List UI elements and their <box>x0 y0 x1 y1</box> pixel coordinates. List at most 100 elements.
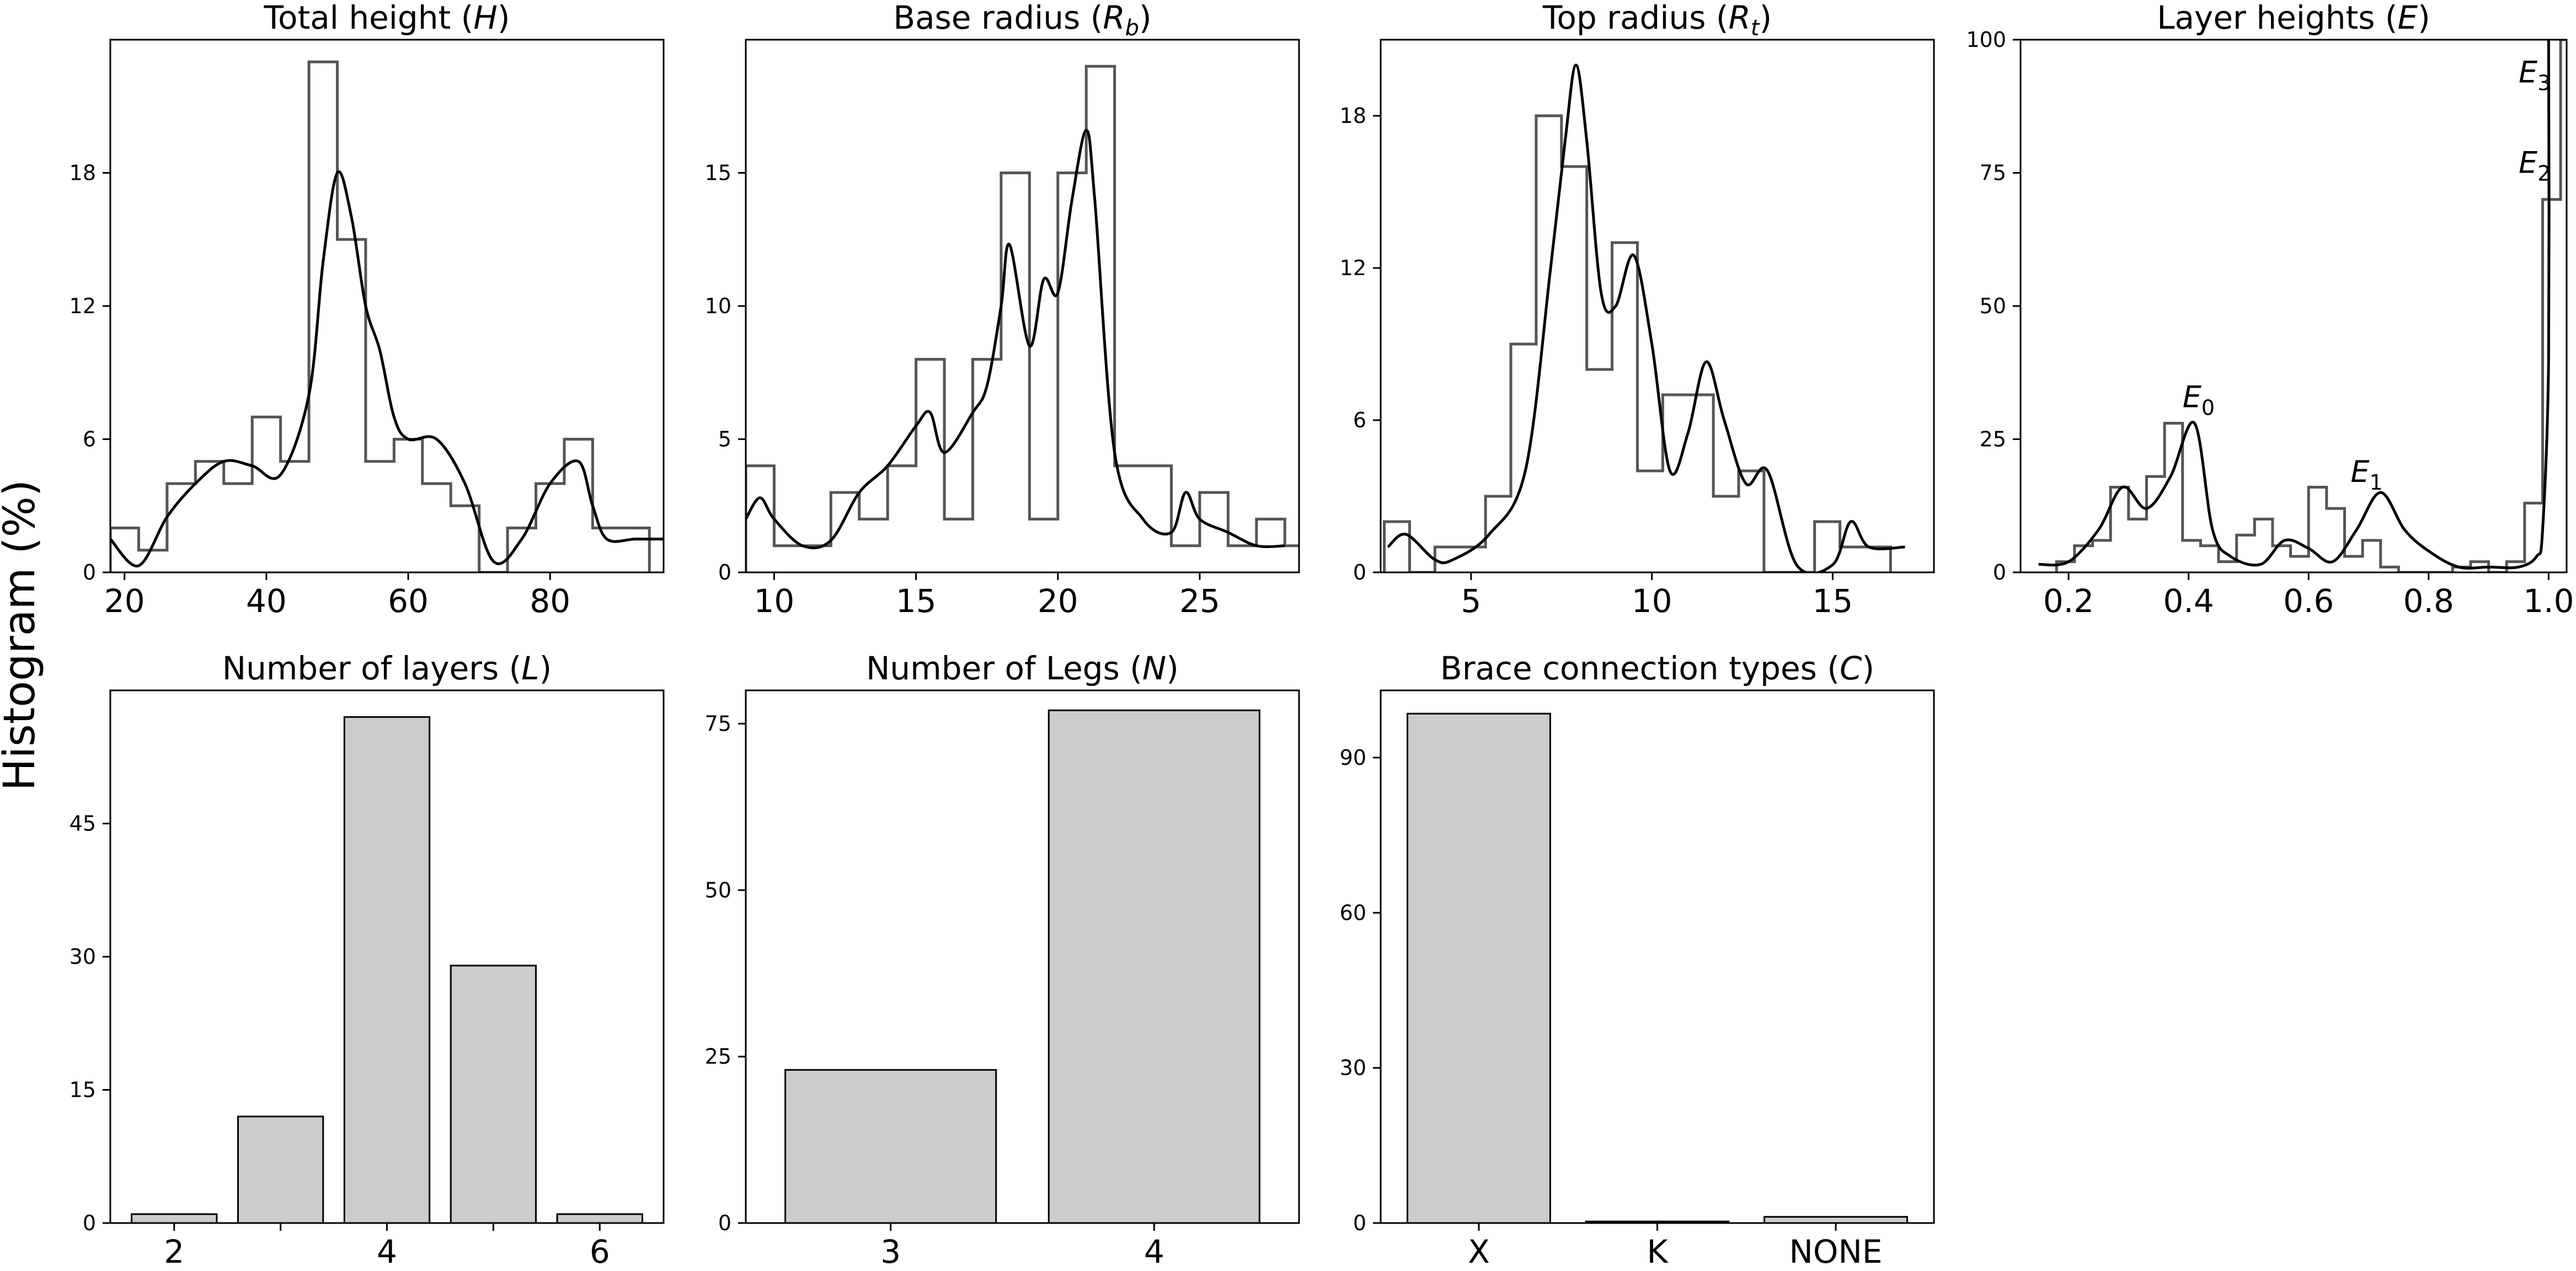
chart-title-symbol: H <box>473 0 498 36</box>
y-tick-label: 75 <box>705 711 731 736</box>
chart-title-symbol: C <box>1840 650 1862 687</box>
bar-5 <box>450 964 537 1223</box>
y-tick-label: 10 <box>705 294 731 318</box>
histogram-steps <box>1383 114 1892 572</box>
y-tick-label: 50 <box>1980 294 2006 318</box>
y-tick-label: 60 <box>1340 900 1366 925</box>
y-tick-label: 75 <box>1980 161 2006 185</box>
x-tick-label: 1.0 <box>2523 582 2574 620</box>
plot-area <box>131 716 643 1223</box>
x-tick-label: 4 <box>377 1233 397 1270</box>
y-tick-label: 18 <box>1340 104 1366 128</box>
chart-base-radius: 10 15 20 25 0 5 10 15 Base radius (Rb) <box>705 0 1300 620</box>
x-tick-label: NONE <box>1789 1233 1883 1270</box>
y-tick-label: 30 <box>1340 1056 1366 1080</box>
y-tick-label: 100 <box>1966 28 2006 52</box>
chart-title-text: Number of layers ( <box>222 650 522 687</box>
axes-frame <box>2019 39 2568 573</box>
plot-area <box>2038 40 2567 572</box>
plot-area <box>746 65 1299 572</box>
axes-frame <box>109 689 665 1224</box>
chart-title-symbol: E <box>2398 0 2418 36</box>
y-tick-label: 90 <box>1340 746 1366 770</box>
annotation-symbol: E <box>2183 380 2202 415</box>
x-tick-label: 0.6 <box>2283 582 2334 620</box>
histogram-steps <box>2055 40 2567 572</box>
y-tick-label: 12 <box>70 294 96 318</box>
y-tick-label: 18 <box>70 161 96 185</box>
chart-title-text: Top radius ( <box>1542 0 1729 36</box>
chart-title-end: ) <box>1166 650 1179 687</box>
annotation-E3: E3 <box>2519 55 2551 95</box>
kde-curve <box>1387 63 1905 572</box>
bar-3 <box>237 1116 324 1223</box>
chart-title: Top radius (Rt) <box>1542 0 1772 41</box>
chart-num-layers: 2 4 6 0 15 30 45 Number of layers (L) <box>70 650 665 1270</box>
plot-area <box>1407 712 1908 1223</box>
chart-title-text: Layer heights ( <box>2157 0 2397 36</box>
x-tick-label: 15 <box>896 582 937 620</box>
x-tick-label: 40 <box>246 582 287 620</box>
y-tick-label: 0 <box>718 1211 731 1235</box>
axes-frame <box>745 39 1300 573</box>
y-tick-label: 45 <box>70 812 96 836</box>
chart-total-height: 20 40 60 80 0 6 12 18 Total height (H) <box>70 0 665 620</box>
annotation-subscript: 3 <box>2537 71 2551 95</box>
chart-title-end: ) <box>498 0 510 36</box>
chart-title: Total height (H) <box>263 0 510 36</box>
histogram-steps <box>746 65 1299 572</box>
x-tick-label: 10 <box>754 582 795 620</box>
y-tick-label: 30 <box>70 945 96 969</box>
annotation-E1: E1 <box>2350 454 2382 495</box>
y-tick-label: 5 <box>718 427 731 452</box>
annotation-E0: E0 <box>2183 380 2215 420</box>
x-tick-label: 2 <box>164 1233 184 1270</box>
y-tick-label: 0 <box>1993 560 2006 584</box>
plot-area <box>784 709 1260 1223</box>
chart-title-symbol: R <box>1729 0 1751 36</box>
y-tick-label: 12 <box>1340 256 1366 280</box>
y-tick-label: 0 <box>83 560 96 584</box>
bar-6 <box>556 1213 643 1223</box>
y-tick-label: 6 <box>83 427 96 452</box>
annotation-symbol: E <box>2519 146 2538 180</box>
chart-title-symbol: R <box>1103 0 1125 36</box>
chart-title: Brace connection types (C) <box>1440 650 1874 687</box>
y-tick-label: 0 <box>1353 560 1366 584</box>
plot-area <box>110 60 664 572</box>
chart-title-end: ) <box>1862 650 1874 687</box>
y-tick-label: 50 <box>705 878 731 902</box>
kde-curve <box>2038 40 2551 570</box>
x-tick-label: 15 <box>1813 582 1853 620</box>
x-tick-label: 0.2 <box>2043 582 2094 620</box>
bar-X <box>1407 712 1551 1223</box>
chart-title-text: Number of Legs ( <box>866 650 1142 687</box>
annotation-subscript: 2 <box>2537 162 2551 186</box>
y-tick-label: 0 <box>1353 1211 1366 1235</box>
y-tick-label: 15 <box>70 1078 96 1102</box>
x-tick-label: 60 <box>388 582 429 620</box>
plot-area <box>1383 63 1905 572</box>
kde-curve <box>746 128 1285 550</box>
bar-4 <box>1047 709 1260 1223</box>
annotation-E2: E2 <box>2519 146 2551 186</box>
chart-title-text: Brace connection types ( <box>1440 650 1840 687</box>
kde-curve <box>110 170 664 567</box>
chart-title-text: Total height ( <box>263 0 473 36</box>
annotation-subscript: 0 <box>2201 396 2215 420</box>
x-tick-label: 20 <box>1038 582 1078 620</box>
x-tick-label: 20 <box>104 582 145 620</box>
chart-title-end: ) <box>1760 0 1772 36</box>
histogram-steps <box>110 60 651 572</box>
x-tick-label: 5 <box>1461 582 1481 620</box>
figure-y-axis-label: Histogram (%) <box>0 480 45 791</box>
axes-frame <box>1380 689 1935 1224</box>
chart-title-end: ) <box>539 650 552 687</box>
y-tick-label: 6 <box>1353 408 1366 432</box>
x-tick-label: 0.4 <box>2163 582 2214 620</box>
y-tick-label: 15 <box>705 161 731 185</box>
y-tick-label: 25 <box>1980 427 2006 452</box>
x-tick-label: 80 <box>530 582 570 620</box>
